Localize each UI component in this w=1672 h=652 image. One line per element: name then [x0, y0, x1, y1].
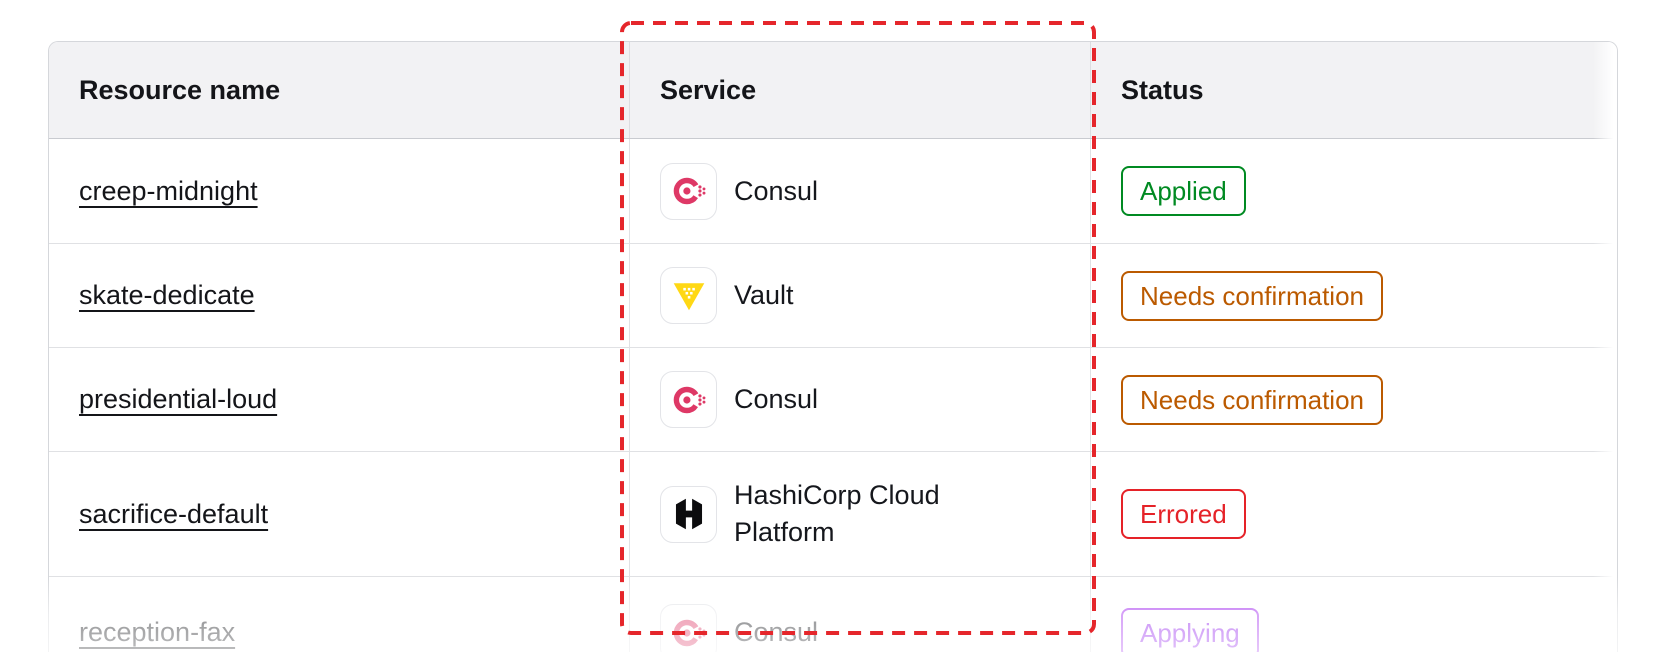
status-cell: Applying	[1090, 577, 1617, 652]
resource-name-cell: creep-midnight	[49, 139, 629, 243]
service-cell: Vault	[629, 244, 1090, 347]
hashicorp-icon	[660, 485, 717, 543]
column-header-service: Service	[629, 42, 1090, 138]
resource-name-cell: sacrifice-default	[49, 452, 629, 576]
consul-icon	[660, 604, 717, 652]
resource-name-cell: presidential-loud	[49, 348, 629, 451]
table-header: Resource name Service Status	[49, 42, 1617, 139]
vault-icon	[660, 267, 717, 324]
status-cell: Needs confirmation	[1090, 244, 1617, 347]
table-row: sacrifice-default HashiCorp Cloud Platfo…	[49, 451, 1617, 576]
resource-link[interactable]: presidential-loud	[79, 384, 278, 414]
resource-link[interactable]: creep-midnight	[79, 175, 258, 206]
resource-name-cell: skate-dedicate	[49, 244, 629, 347]
table-row: presidential-loud Consul Needs confirmat…	[49, 347, 1617, 451]
status-badge: Applying	[1121, 607, 1259, 652]
status-badge: Needs confirmation	[1121, 270, 1383, 321]
table-row: skate-dedicate Vault Needs confirmation	[49, 243, 1617, 347]
service-name: Consul	[734, 384, 819, 414]
resources-table: Resource name Service Status creep-midni…	[48, 41, 1618, 652]
resource-link[interactable]: skate-dedicate	[79, 280, 255, 310]
service-name: Consul	[734, 617, 819, 647]
service-cell: Consul	[629, 139, 1090, 243]
status-badge: Errored	[1121, 489, 1246, 539]
status-cell: Applied	[1090, 139, 1617, 243]
status-badge: Applied	[1121, 166, 1246, 216]
service-cell: Consul	[629, 577, 1090, 652]
status-cell: Errored	[1090, 452, 1617, 576]
resource-name-cell: reception-fax	[49, 577, 629, 652]
column-header-status: Status	[1090, 42, 1617, 138]
status-badge: Needs confirmation	[1121, 374, 1383, 425]
table-row: reception-fax Consul Applying	[49, 576, 1617, 652]
service-cell: Consul	[629, 348, 1090, 451]
service-name: HashiCorp Cloud Platform	[734, 480, 940, 547]
table-row: creep-midnight Consul Applied	[49, 139, 1617, 243]
service-name: Consul	[734, 175, 819, 206]
column-header-resource-name: Resource name	[79, 74, 281, 105]
service-name: Vault	[734, 280, 794, 310]
resource-link[interactable]: sacrifice-default	[79, 498, 269, 529]
status-cell: Needs confirmation	[1090, 348, 1617, 451]
consul-icon	[660, 162, 717, 220]
consul-icon	[660, 371, 717, 428]
resource-link[interactable]: reception-fax	[79, 617, 236, 647]
table-body: creep-midnight Consul Applied skate-dedi…	[49, 139, 1617, 652]
service-cell: HashiCorp Cloud Platform	[629, 452, 1090, 576]
